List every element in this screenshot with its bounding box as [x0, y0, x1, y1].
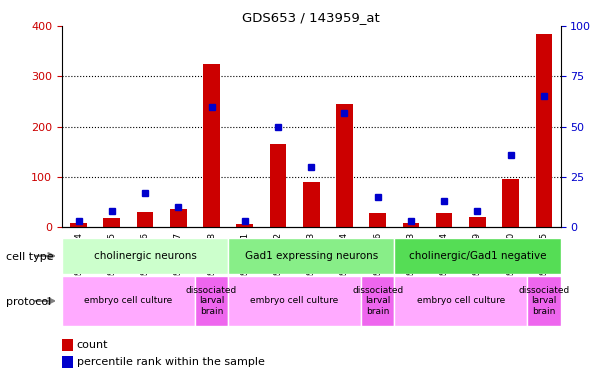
Text: embryo cell culture: embryo cell culture: [417, 296, 505, 305]
Title: GDS653 / 143959_at: GDS653 / 143959_at: [242, 11, 380, 24]
Bar: [361, 276, 394, 326]
Bar: [369, 213, 386, 227]
Text: cholinergic/Gad1 negative: cholinergic/Gad1 negative: [409, 251, 546, 261]
Bar: [436, 213, 453, 227]
Text: protocol: protocol: [6, 297, 51, 307]
Bar: [228, 276, 361, 326]
Bar: [402, 223, 419, 227]
Bar: [195, 276, 228, 326]
Text: embryo cell culture: embryo cell culture: [251, 296, 339, 305]
Bar: [62, 238, 228, 274]
Bar: [203, 64, 220, 227]
Text: dissociated
larval
brain: dissociated larval brain: [352, 286, 404, 316]
Bar: [527, 276, 560, 326]
Text: cholinergic neurons: cholinergic neurons: [94, 251, 196, 261]
Text: dissociated
larval
brain: dissociated larval brain: [518, 286, 569, 316]
Text: percentile rank within the sample: percentile rank within the sample: [77, 357, 264, 367]
Text: embryo cell culture: embryo cell culture: [84, 296, 172, 305]
Bar: [62, 276, 195, 326]
Bar: [228, 238, 394, 274]
Bar: [336, 104, 353, 227]
Bar: [536, 34, 552, 227]
Bar: [469, 217, 486, 227]
Bar: [137, 212, 153, 227]
Bar: [170, 209, 186, 227]
Bar: [270, 144, 286, 227]
Text: cell type: cell type: [6, 252, 54, 262]
Bar: [237, 224, 253, 227]
Bar: [103, 218, 120, 227]
Bar: [303, 182, 320, 227]
Text: Gad1 expressing neurons: Gad1 expressing neurons: [245, 251, 378, 261]
Bar: [502, 179, 519, 227]
Bar: [394, 276, 527, 326]
Bar: [394, 238, 560, 274]
Text: dissociated
larval
brain: dissociated larval brain: [186, 286, 237, 316]
Text: count: count: [77, 340, 108, 350]
Bar: [70, 223, 87, 227]
